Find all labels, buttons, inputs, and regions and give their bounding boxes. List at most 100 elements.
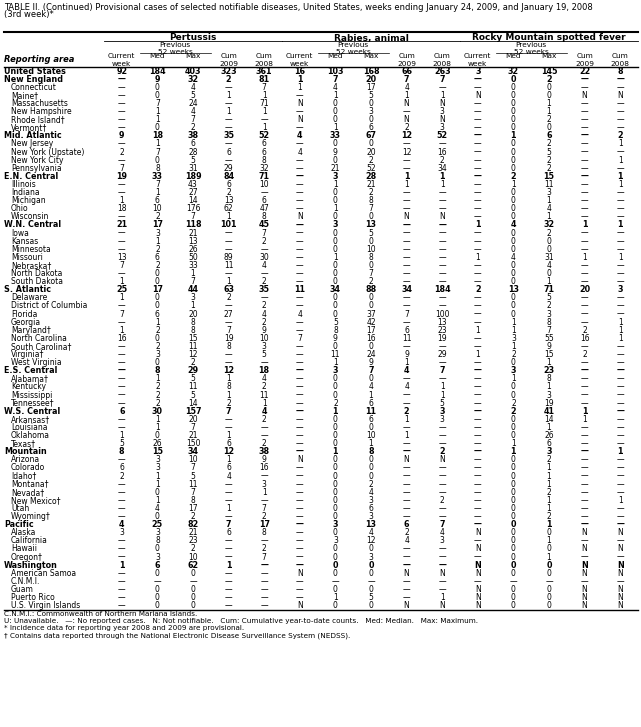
- Text: —: —: [474, 196, 481, 205]
- Text: 6: 6: [369, 415, 374, 424]
- Text: 1: 1: [547, 382, 551, 391]
- Text: 2: 2: [262, 237, 267, 246]
- Text: —: —: [260, 577, 268, 586]
- Text: Wisconsin: Wisconsin: [11, 212, 49, 221]
- Text: 6: 6: [369, 124, 374, 132]
- Text: 38: 38: [187, 132, 199, 140]
- Text: 2: 2: [511, 172, 516, 181]
- Text: 0: 0: [511, 196, 516, 205]
- Text: —: —: [260, 188, 268, 197]
- Text: —: —: [474, 245, 481, 254]
- Text: Alabama†: Alabama†: [11, 374, 49, 383]
- Text: —: —: [296, 302, 304, 310]
- Text: 1: 1: [333, 180, 338, 189]
- Text: 1: 1: [369, 439, 373, 448]
- Text: 27: 27: [224, 310, 233, 318]
- Text: 18: 18: [152, 132, 163, 140]
- Text: —: —: [581, 358, 588, 367]
- Text: Nevada†: Nevada†: [11, 488, 44, 497]
- Text: —: —: [474, 480, 481, 489]
- Text: 0: 0: [511, 415, 516, 424]
- Text: 71: 71: [544, 285, 554, 294]
- Text: —: —: [617, 537, 624, 545]
- Text: —: —: [474, 188, 481, 197]
- Text: 8: 8: [262, 212, 267, 221]
- Text: —: —: [474, 334, 481, 343]
- Text: —: —: [438, 294, 446, 302]
- Text: 9: 9: [262, 455, 267, 465]
- Text: 1: 1: [119, 431, 124, 440]
- Text: W.S. Central: W.S. Central: [4, 406, 60, 416]
- Text: Cum
2009: Cum 2009: [575, 54, 594, 66]
- Text: —: —: [260, 245, 268, 254]
- Text: —: —: [296, 545, 304, 553]
- Text: 1: 1: [547, 472, 551, 481]
- Text: 0: 0: [511, 585, 516, 594]
- Text: —: —: [581, 172, 588, 181]
- Text: 6: 6: [262, 140, 267, 148]
- Text: 8: 8: [226, 382, 231, 391]
- Text: 6: 6: [404, 520, 410, 529]
- Text: —: —: [403, 228, 410, 238]
- Text: 2: 2: [547, 140, 551, 148]
- Text: 1: 1: [547, 196, 551, 205]
- Text: 8: 8: [190, 496, 196, 505]
- Text: —: —: [438, 480, 446, 489]
- Text: 0: 0: [511, 545, 516, 553]
- Text: —: —: [474, 107, 481, 116]
- Text: 1: 1: [226, 455, 231, 465]
- Text: 3: 3: [333, 520, 338, 529]
- Text: —: —: [403, 237, 410, 246]
- Text: 3: 3: [155, 455, 160, 465]
- Text: —: —: [581, 310, 588, 318]
- Text: 3: 3: [155, 529, 160, 537]
- Text: —: —: [403, 553, 410, 561]
- Text: 1: 1: [476, 350, 480, 359]
- Text: 1: 1: [617, 447, 623, 457]
- Text: —: —: [296, 204, 304, 213]
- Text: 1: 1: [155, 423, 160, 432]
- Text: —: —: [617, 382, 624, 391]
- Text: 0: 0: [190, 593, 196, 602]
- Text: 2: 2: [369, 156, 373, 164]
- Text: —: —: [581, 520, 588, 529]
- Text: —: —: [438, 83, 446, 92]
- Text: —: —: [438, 237, 446, 246]
- Text: —: —: [225, 545, 233, 553]
- Text: 0: 0: [333, 115, 338, 124]
- Text: 21: 21: [188, 529, 198, 537]
- Text: 0: 0: [333, 310, 338, 318]
- Text: 2: 2: [369, 277, 373, 286]
- Text: 7: 7: [226, 520, 231, 529]
- Text: 0: 0: [547, 91, 551, 100]
- Text: 0: 0: [546, 561, 552, 570]
- Text: 1: 1: [511, 447, 516, 457]
- Text: 29: 29: [437, 350, 447, 359]
- Text: —: —: [581, 537, 588, 545]
- Text: 1: 1: [440, 180, 445, 189]
- Text: —: —: [510, 577, 517, 586]
- Text: 4: 4: [262, 374, 267, 383]
- Text: 2: 2: [119, 148, 124, 156]
- Text: —: —: [403, 269, 410, 278]
- Text: —: —: [403, 196, 410, 205]
- Text: 2: 2: [155, 326, 160, 334]
- Text: 2: 2: [369, 480, 373, 489]
- Text: 0: 0: [511, 99, 516, 108]
- Text: 3: 3: [333, 537, 338, 545]
- Text: —: —: [438, 423, 446, 432]
- Text: —: —: [296, 220, 304, 230]
- Text: 0: 0: [155, 269, 160, 278]
- Text: 0: 0: [369, 261, 374, 270]
- Text: —: —: [617, 148, 624, 156]
- Text: —: —: [403, 294, 410, 302]
- Text: 7: 7: [547, 326, 551, 334]
- Text: 12: 12: [402, 148, 412, 156]
- Text: —: —: [581, 398, 588, 408]
- Text: —: —: [617, 302, 624, 310]
- Text: 1: 1: [333, 91, 338, 100]
- Text: —: —: [617, 107, 624, 116]
- Text: 8: 8: [154, 366, 160, 375]
- Text: 0: 0: [333, 196, 338, 205]
- Text: —: —: [296, 593, 304, 602]
